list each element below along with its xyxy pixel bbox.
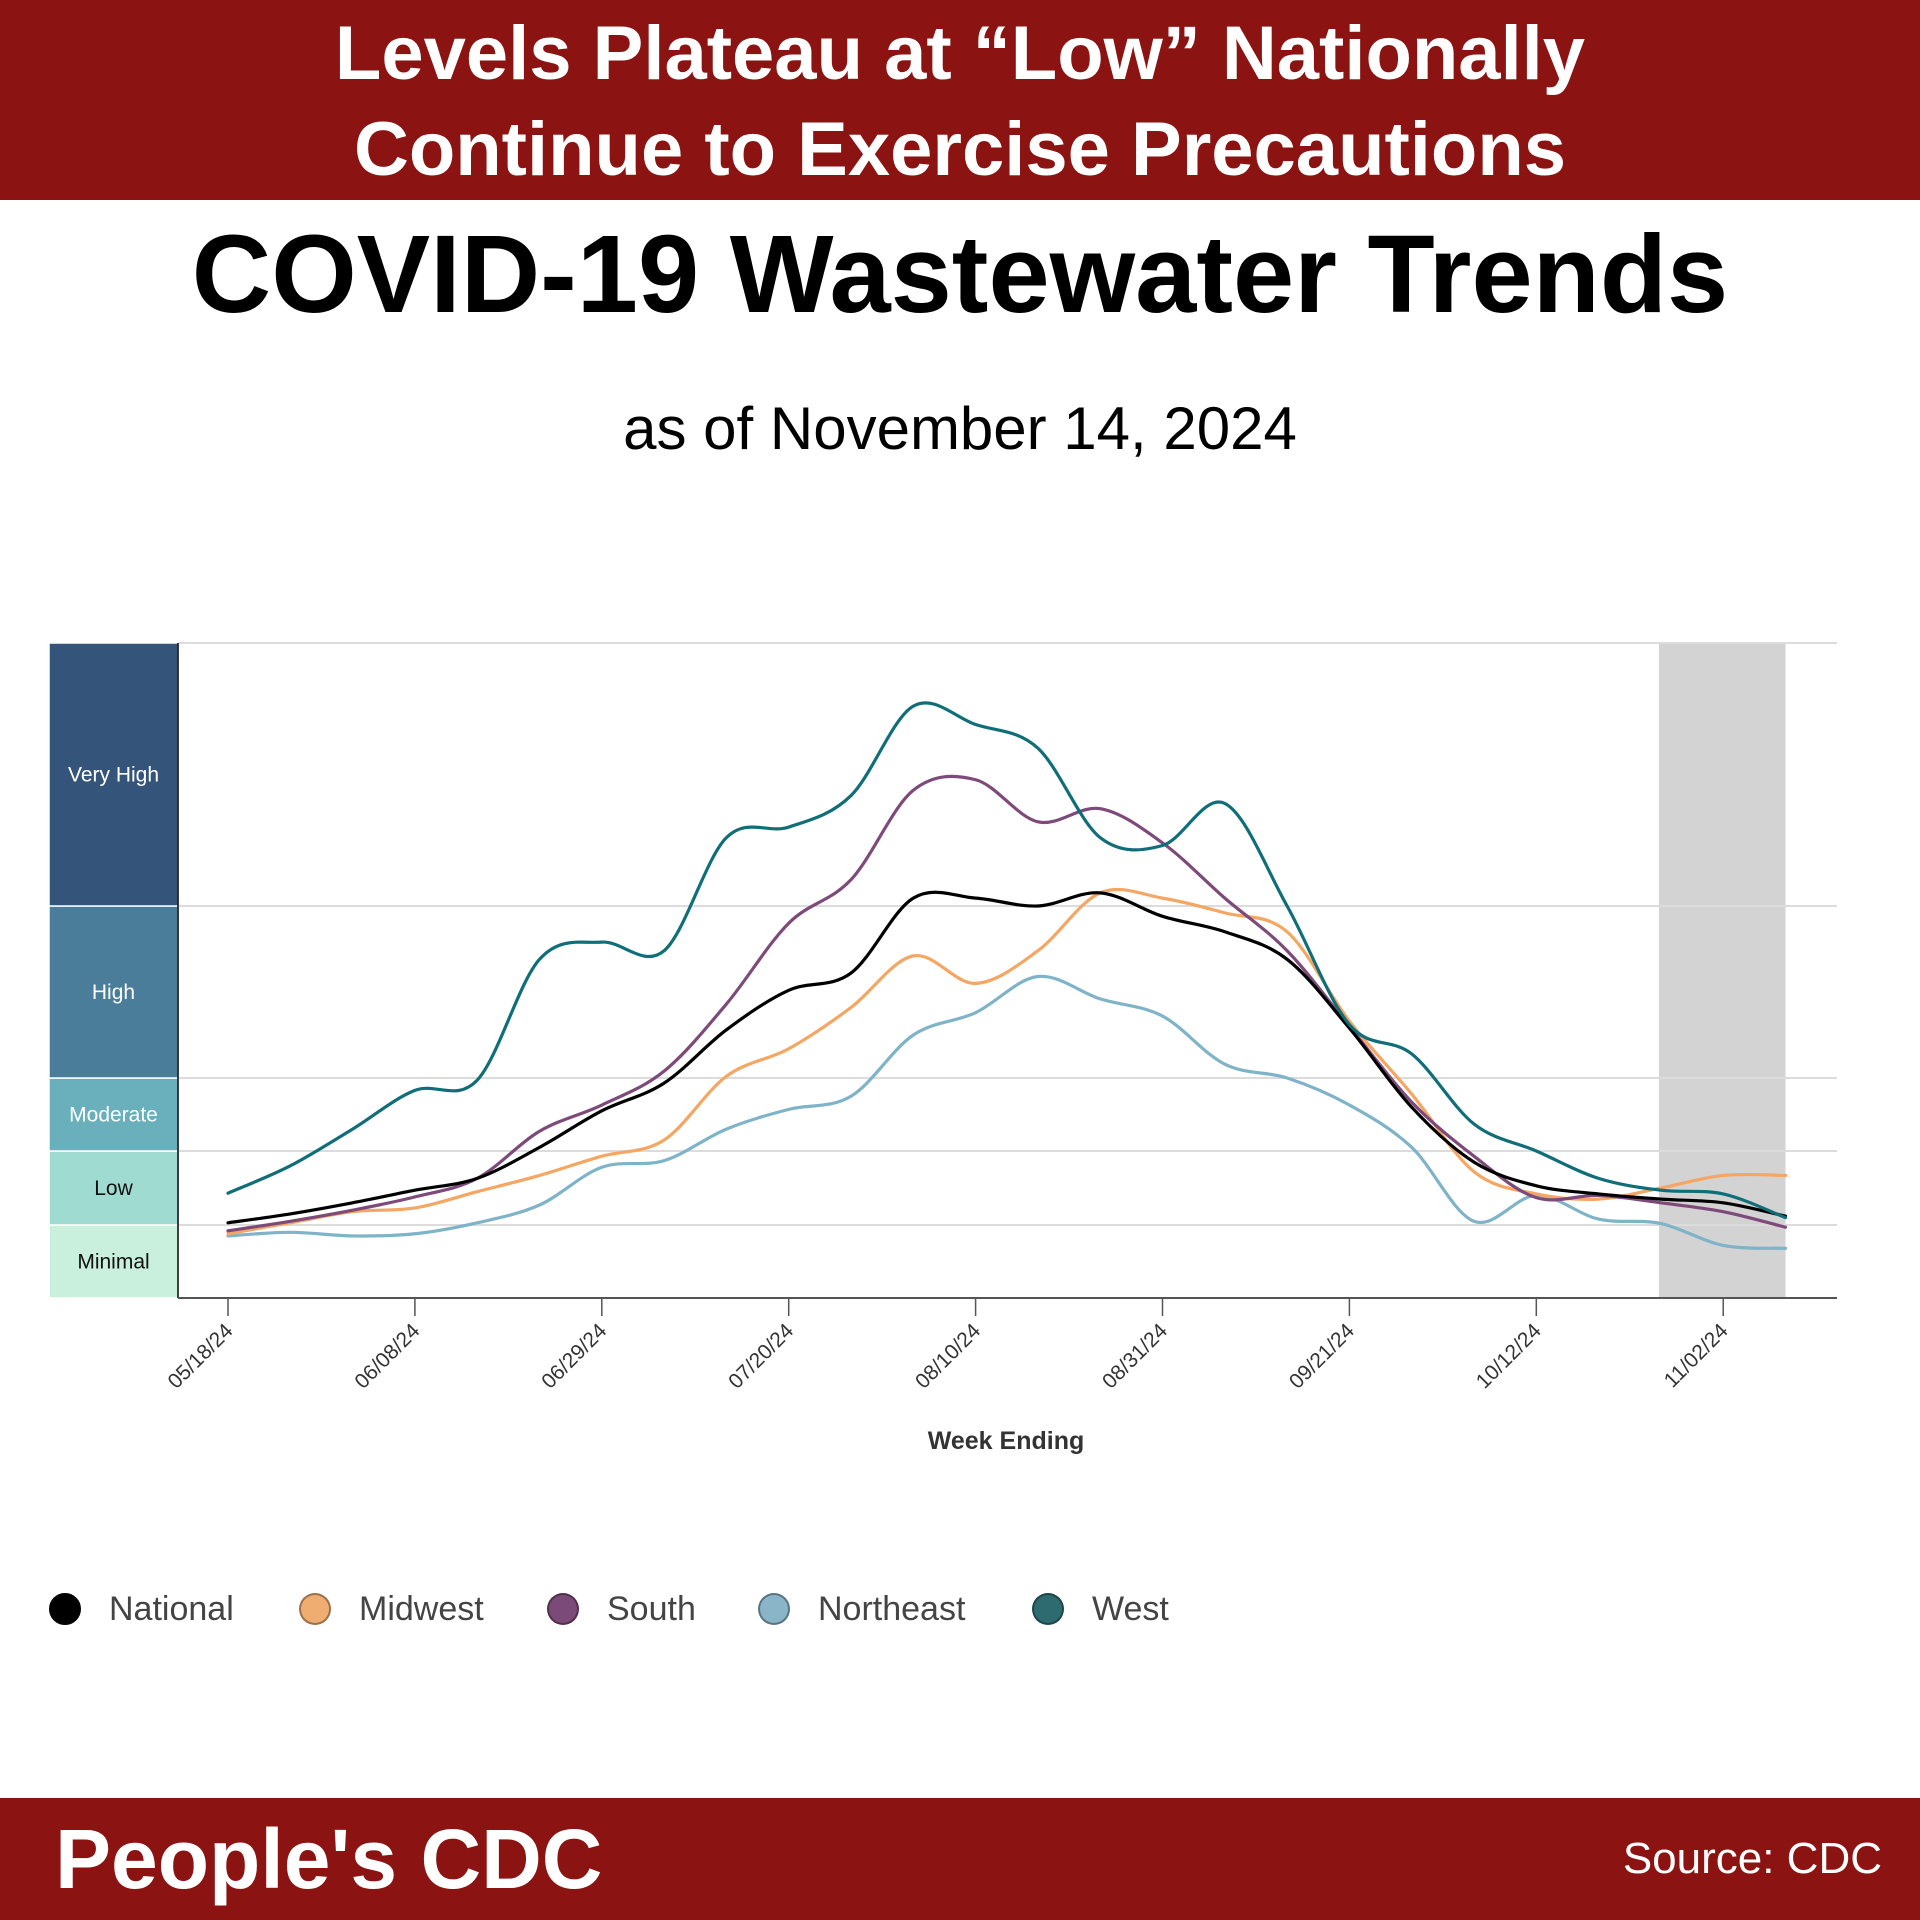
level-band-very-high [48, 642, 179, 907]
x-tick-label: 09/21/24 [1285, 1319, 1359, 1393]
legend-item-south: South [547, 1584, 696, 1634]
level-label: High [92, 981, 135, 1004]
level-band-high [48, 905, 179, 1079]
wastewater-line-chart: Minimal Low Moderate High Very High 05/18/24 0… [48, 642, 1837, 1455]
legend-label: Midwest [359, 1589, 484, 1628]
footer-banner: People's CDC Source: CDC [0, 1798, 1920, 1920]
legend-swatch-icon [758, 1593, 790, 1625]
level-label: Minimal [77, 1251, 149, 1274]
series-line-northeast [226, 974, 1788, 1250]
legend-swatch-icon [299, 1593, 331, 1625]
x-tick-label: 08/10/24 [911, 1319, 985, 1393]
level-band-low [48, 1150, 179, 1226]
legend-item-midwest: Midwest [299, 1584, 484, 1634]
chart-subtitle: as of November 14, 2024 [623, 395, 1297, 462]
legend-label: Northeast [818, 1589, 966, 1628]
legend-label: South [607, 1589, 696, 1628]
headline-line-2: Continue to Exercise Precautions [353, 107, 1567, 192]
x-tick-label: 07/20/24 [724, 1319, 798, 1393]
series-line-national [226, 890, 1788, 1225]
level-label: Very High [68, 764, 159, 787]
chart-title: COVID-19 Wastewater Trends [191, 213, 1729, 336]
level-band-minimal [48, 1224, 179, 1299]
legend-swatch-icon [547, 1593, 579, 1625]
legend-label: National [109, 1589, 234, 1628]
level-band-moderate [48, 1077, 179, 1152]
x-tick-label: 06/29/24 [537, 1319, 611, 1393]
legend-item-west: West [1032, 1584, 1169, 1634]
x-axis-title: Week Ending [928, 1427, 1085, 1455]
series-line-west [226, 701, 1788, 1220]
x-tick-label: 05/18/24 [163, 1319, 237, 1393]
legend-label: West [1092, 1589, 1169, 1628]
source-label: Source: CDC [1622, 1834, 1882, 1883]
x-tick-label: 06/08/24 [350, 1319, 424, 1393]
legend: National Midwest South Northeast West [0, 1584, 1920, 1634]
level-label: Low [94, 1177, 133, 1200]
shaded-incomplete-data-region [1658, 643, 1786, 1298]
level-label: Moderate [69, 1104, 158, 1127]
legend-item-northeast: Northeast [758, 1584, 965, 1634]
legend-item-national: National [49, 1584, 234, 1634]
series-line-south [226, 774, 1788, 1233]
brand-logo-text: People's CDC [55, 1812, 603, 1906]
header-banner: Levels Plateau at “Low” Nationally Conti… [0, 0, 1920, 200]
x-tick-label: 10/12/24 [1472, 1319, 1546, 1393]
headline-line-1: Levels Plateau at “Low” Nationally [334, 11, 1586, 96]
legend-swatch-icon [1032, 1593, 1064, 1625]
x-tick-label: 11/02/24 [1660, 1319, 1733, 1392]
x-tick-label: 08/31/24 [1098, 1319, 1172, 1393]
legend-swatch-icon [49, 1593, 81, 1625]
series-line-midwest [226, 887, 1788, 1236]
